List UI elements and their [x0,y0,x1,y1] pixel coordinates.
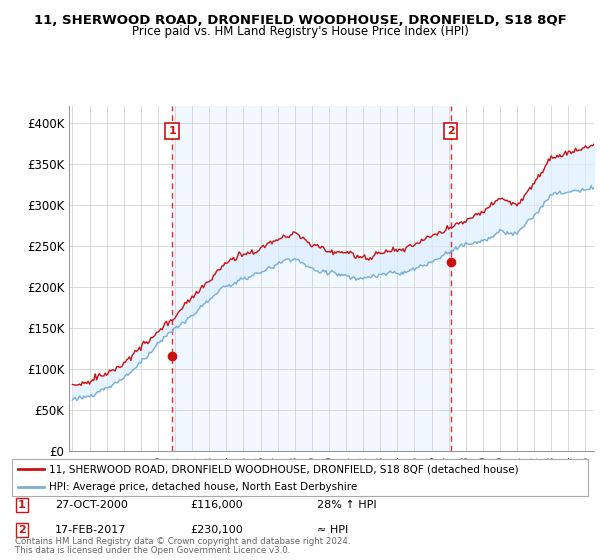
Text: 11, SHERWOOD ROAD, DRONFIELD WOODHOUSE, DRONFIELD, S18 8QF (detached house): 11, SHERWOOD ROAD, DRONFIELD WOODHOUSE, … [49,464,519,474]
Text: 11, SHERWOOD ROAD, DRONFIELD WOODHOUSE, DRONFIELD, S18 8QF: 11, SHERWOOD ROAD, DRONFIELD WOODHOUSE, … [34,14,566,27]
Text: This data is licensed under the Open Government Licence v3.0.: This data is licensed under the Open Gov… [15,545,290,555]
Text: 2: 2 [447,126,455,136]
Text: 17-FEB-2017: 17-FEB-2017 [55,525,127,535]
Text: Price paid vs. HM Land Registry's House Price Index (HPI): Price paid vs. HM Land Registry's House … [131,25,469,38]
Text: ≈ HPI: ≈ HPI [317,525,349,535]
Text: £116,000: £116,000 [191,500,243,510]
Text: 1: 1 [168,126,176,136]
Text: 1: 1 [18,500,26,510]
Text: 28% ↑ HPI: 28% ↑ HPI [317,500,377,510]
Text: 27-OCT-2000: 27-OCT-2000 [55,500,128,510]
Text: 2: 2 [18,525,26,535]
Text: £230,100: £230,100 [191,525,244,535]
Bar [172,106,451,451]
Text: HPI: Average price, detached house, North East Derbyshire: HPI: Average price, detached house, Nort… [49,482,358,492]
Text: Contains HM Land Registry data © Crown copyright and database right 2024.: Contains HM Land Registry data © Crown c… [15,538,350,547]
